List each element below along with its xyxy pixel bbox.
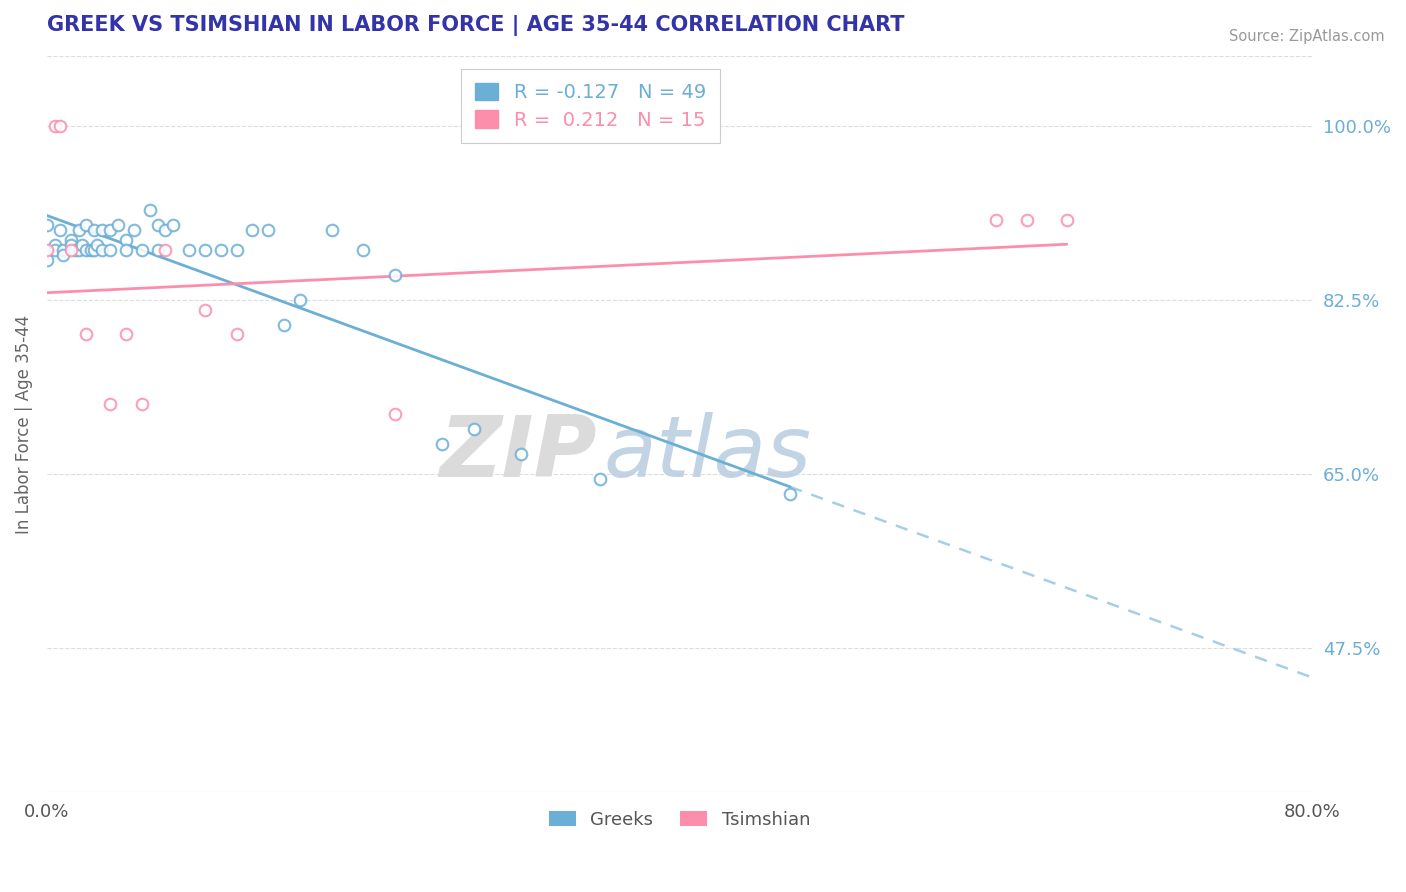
Point: [35, 243, 58, 257]
Point: [115, 243, 138, 257]
Point: [98, 223, 121, 237]
Point: [131, 243, 153, 257]
Point: [91, 243, 114, 257]
Point: [273, 318, 295, 332]
Point: [352, 243, 374, 257]
Point: [75, 327, 97, 342]
Point: [321, 223, 343, 237]
Point: [242, 223, 264, 237]
Point: [44, 238, 66, 252]
Point: [35, 218, 58, 232]
Point: [384, 268, 406, 282]
Point: [91, 223, 114, 237]
Point: [35, 252, 58, 267]
Point: [1056, 213, 1078, 227]
Point: [155, 223, 177, 237]
Point: [115, 233, 138, 247]
Point: [75, 218, 97, 232]
Point: [179, 243, 201, 257]
Point: [384, 407, 406, 421]
Point: [1017, 213, 1039, 227]
Point: [83, 243, 105, 257]
Point: [225, 243, 247, 257]
Point: [463, 422, 485, 436]
Point: [779, 486, 801, 500]
Point: [59, 238, 82, 252]
Text: Source: ZipAtlas.com: Source: ZipAtlas.com: [1229, 29, 1385, 45]
Point: [131, 397, 153, 411]
Text: ZIP: ZIP: [440, 412, 598, 495]
Point: [107, 218, 129, 232]
Point: [209, 243, 232, 257]
Point: [59, 243, 82, 257]
Point: [44, 119, 66, 133]
Point: [75, 243, 97, 257]
Point: [80, 243, 103, 257]
Point: [67, 243, 90, 257]
Point: [59, 233, 82, 247]
Point: [86, 238, 108, 252]
Point: [984, 213, 1007, 227]
Point: [67, 223, 90, 237]
Point: [48, 223, 70, 237]
Point: [257, 223, 280, 237]
Point: [138, 203, 160, 218]
Point: [146, 218, 169, 232]
Text: GREEK VS TSIMSHIAN IN LABOR FORCE | AGE 35-44 CORRELATION CHART: GREEK VS TSIMSHIAN IN LABOR FORCE | AGE …: [46, 15, 904, 36]
Point: [70, 238, 93, 252]
Point: [115, 327, 138, 342]
Point: [98, 243, 121, 257]
Legend: Greeks, Tsimshian: Greeks, Tsimshian: [541, 804, 817, 836]
Point: [510, 447, 533, 461]
Point: [162, 218, 184, 232]
Point: [146, 243, 169, 257]
Point: [48, 119, 70, 133]
Text: atlas: atlas: [603, 412, 811, 495]
Point: [52, 248, 75, 262]
Point: [65, 243, 87, 257]
Y-axis label: In Labor Force | Age 35-44: In Labor Force | Age 35-44: [15, 314, 32, 533]
Point: [432, 437, 454, 451]
Point: [44, 243, 66, 257]
Point: [589, 472, 612, 486]
Point: [122, 223, 145, 237]
Point: [288, 293, 311, 307]
Point: [155, 243, 177, 257]
Point: [194, 302, 217, 317]
Point: [225, 327, 247, 342]
Point: [98, 397, 121, 411]
Point: [52, 243, 75, 257]
Point: [194, 243, 217, 257]
Point: [83, 223, 105, 237]
